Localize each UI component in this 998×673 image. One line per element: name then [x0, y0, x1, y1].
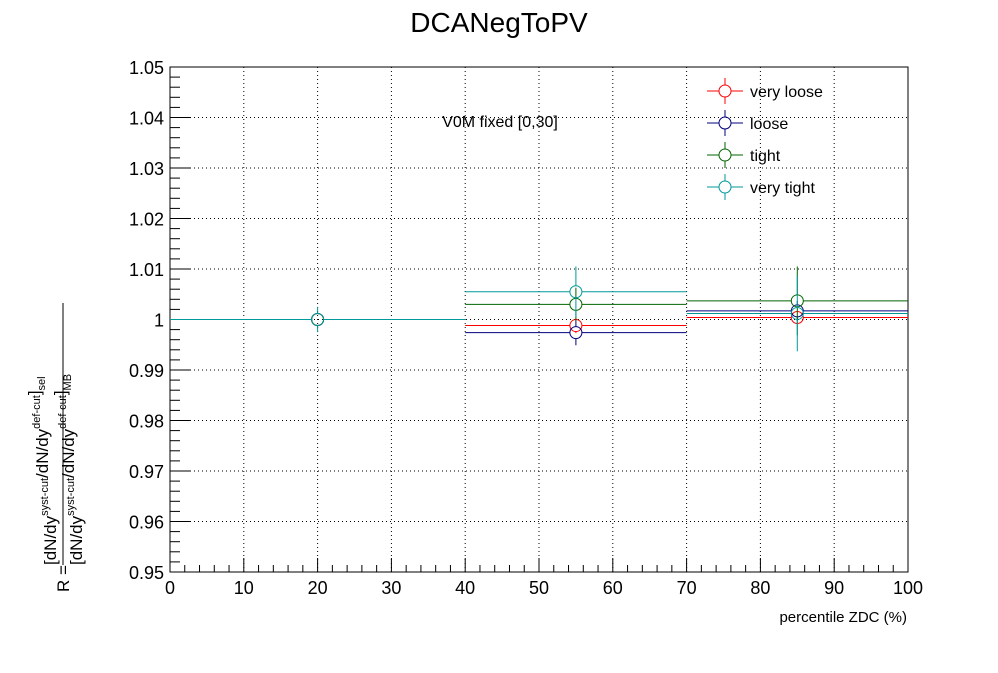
y-tick-label: 1.02 [129, 210, 164, 230]
y-tick-labels: 0.95 0.96 0.97 0.98 0.99 1 1.01 1.02 1.03 1.04 1.0… [129, 58, 164, 583]
legend-label: very tight [750, 180, 815, 197]
x-tick-label: 70 [677, 578, 697, 598]
x-tick-label: 60 [603, 578, 623, 598]
legend: very loose loose tight very tight [707, 78, 823, 200]
legend-label: loose [750, 116, 788, 133]
x-tick-label: 20 [308, 578, 328, 598]
x-tick-labels: 0 10 20 30 40 50 60 70 80 90 100 [165, 578, 923, 598]
y-title-prefix: R = [54, 565, 73, 592]
data-point [790, 306, 804, 320]
legend-label: very loose [750, 84, 823, 101]
data-series [170, 266, 908, 352]
annotation-text: V0M fixed [0,30] [442, 114, 558, 131]
x-tick-label: 10 [234, 578, 254, 598]
data-point [311, 313, 325, 326]
legend-marker [718, 180, 732, 194]
y-tick-label: 1 [154, 311, 164, 331]
y-tick-label: 0.98 [129, 412, 164, 432]
y-tick-label: 0.99 [129, 361, 164, 381]
legend-marker [718, 84, 732, 98]
x-tick-label: 30 [381, 578, 401, 598]
legend-marker [718, 148, 732, 162]
data-point [569, 326, 583, 340]
y-tick-label: 0.97 [129, 462, 164, 482]
y-tick-label: 1.03 [129, 159, 164, 179]
x-axis-title: percentile ZDC (%) [779, 609, 907, 626]
x-tick-label: 80 [750, 578, 770, 598]
x-tick-label: 50 [529, 578, 549, 598]
data-point [569, 285, 583, 299]
y-title-numerator: [dN/dysyst-cut/dN/dydef-cut]sel [25, 376, 60, 565]
x-tick-label: 40 [455, 578, 475, 598]
legend-marker [718, 116, 732, 130]
x-tick-label: 0 [165, 578, 175, 598]
y-axis-title: R =[dN/dysyst-cut/dN/dydef-cut]sel[dN/dy… [25, 303, 86, 592]
x-tick-label: 90 [824, 578, 844, 598]
x-tick-label: 100 [893, 578, 923, 598]
grid-lines [170, 67, 908, 572]
series-very-tight [170, 266, 908, 352]
chart-title: DCANegToPV [410, 7, 588, 38]
legend-label: tight [750, 148, 781, 165]
y-tick-label: 0.96 [129, 513, 164, 533]
y-title-denominator: [dN/dysyst-cut/dN/dydef-cut]MB [51, 374, 86, 565]
axis-ticks [169, 66, 909, 573]
y-tick-label: 0.95 [129, 563, 164, 583]
y-tick-label: 1.05 [129, 58, 164, 78]
y-tick-label: 1.04 [129, 109, 164, 129]
y-tick-label: 1.01 [129, 260, 164, 280]
